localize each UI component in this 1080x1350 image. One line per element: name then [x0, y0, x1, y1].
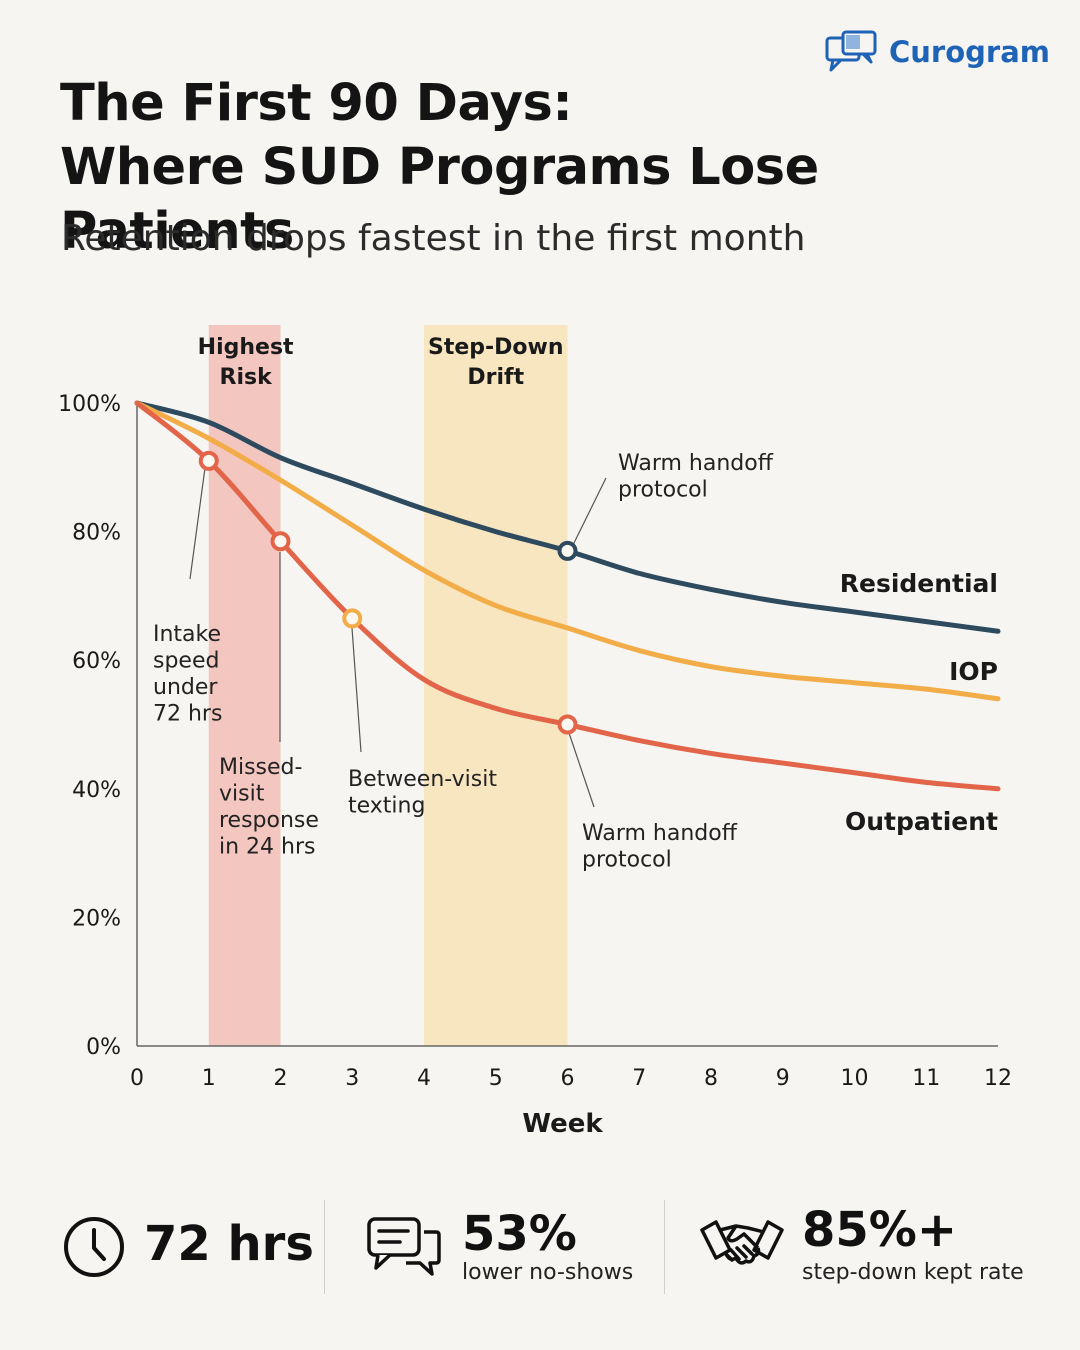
annotation-text: texting — [348, 794, 425, 819]
title-line-1: The First 90 Days: — [60, 74, 573, 133]
annotation-text: Warm handoff — [618, 451, 774, 476]
risk-band — [208, 325, 281, 1046]
x-tick-label: 5 — [489, 1066, 503, 1091]
x-tick-label: 9 — [776, 1066, 790, 1091]
annotation-leader — [189, 467, 206, 580]
brand-logo: Curogram — [825, 30, 1050, 74]
x-tick-label: 4 — [417, 1066, 431, 1091]
annotation-text: protocol — [582, 848, 672, 873]
x-axis-label: Week — [522, 1109, 603, 1139]
annotation-leader — [351, 627, 362, 753]
x-tick-label: 3 — [345, 1066, 359, 1091]
annotation-text: response — [219, 808, 319, 833]
y-tick-label: 20% — [72, 906, 121, 931]
annotation-text: Between-visit — [348, 767, 497, 792]
annotation-leader — [567, 729, 595, 808]
annotation-text: visit — [219, 782, 265, 807]
data-marker — [557, 714, 578, 735]
annotation-text: speed — [153, 649, 219, 674]
series-label: Outpatient — [845, 807, 998, 836]
annotation-text: 72 hrs — [153, 702, 222, 727]
data-marker — [557, 540, 578, 561]
stat-value: 72 hrs — [144, 1216, 314, 1272]
clock-icon — [64, 1217, 124, 1277]
annotation-text: in 24 hrs — [219, 835, 316, 860]
data-marker — [270, 531, 291, 552]
stat-label: lower no-shows — [462, 1260, 634, 1285]
divider — [324, 1200, 325, 1294]
x-tick-label: 0 — [130, 1066, 144, 1091]
brand-name: Curogram — [888, 35, 1050, 69]
annotation-text: Warm handoff — [582, 821, 738, 846]
x-tick-label: 8 — [704, 1066, 718, 1091]
y-tick-label: 0% — [86, 1035, 121, 1060]
data-marker — [198, 450, 219, 471]
x-tick-label: 6 — [561, 1066, 575, 1091]
x-tick-label: 10 — [841, 1066, 869, 1091]
annotation-leader — [572, 477, 607, 546]
annotation-text: protocol — [618, 478, 708, 503]
annotation-text: Missed- — [219, 755, 302, 780]
annotation-text: under — [153, 675, 218, 700]
page-title: The First 90 Days: Where SUD Programs Lo… — [60, 72, 1050, 264]
band-label: Drift — [467, 365, 524, 390]
x-tick-label: 11 — [912, 1066, 940, 1091]
x-tick-label: 12 — [984, 1066, 1012, 1091]
series-label: IOP — [949, 657, 998, 686]
stat-value: 85%+ — [802, 1202, 958, 1258]
data-marker — [342, 608, 363, 629]
stat-value: 53% — [462, 1206, 577, 1262]
risk-band — [424, 325, 568, 1046]
band-label: Highest — [198, 335, 294, 360]
chat-bubbles-icon — [367, 1217, 441, 1276]
handshake-icon — [700, 1220, 784, 1265]
divider — [664, 1200, 665, 1294]
stat-label: step-down kept rate — [802, 1260, 1024, 1285]
annotation-text: Intake — [153, 622, 221, 647]
x-tick-label: 1 — [202, 1066, 216, 1091]
chat-bubbles-icon — [825, 30, 877, 72]
series-line-iop — [134, 400, 1001, 702]
x-tick-label: 7 — [632, 1066, 646, 1091]
y-tick-label: 100% — [58, 392, 121, 417]
series-label: Residential — [840, 569, 998, 598]
title-line-2: Where SUD Programs Lose Patients — [60, 138, 819, 261]
y-tick-label: 40% — [72, 778, 121, 803]
page-subtitle: Retention drops fastest in the first mon… — [61, 218, 806, 259]
stats-row: 72 hrs 53% lower no-shows 85%+ step-down… — [0, 1190, 1080, 1310]
band-label: Step-Down — [428, 335, 564, 360]
y-tick-label: 60% — [72, 649, 121, 674]
retention-chart: Highest Risk Step-Down Drift 0% 20% 40% 60% 80% 1… — [58, 325, 1012, 1139]
x-tick-label: 2 — [274, 1066, 288, 1091]
y-tick-label: 80% — [72, 521, 121, 546]
band-label: Risk — [220, 365, 274, 390]
